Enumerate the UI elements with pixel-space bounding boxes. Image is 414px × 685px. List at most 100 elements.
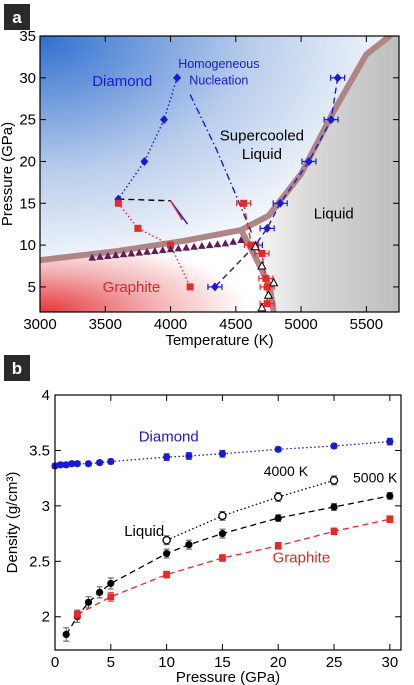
graphite-point bbox=[167, 241, 175, 249]
data-point bbox=[330, 527, 338, 535]
region-label: Graphite bbox=[103, 279, 161, 296]
x-tick-label: 10 bbox=[158, 654, 175, 671]
diamond-region bbox=[40, 36, 390, 261]
guide-line bbox=[118, 198, 171, 202]
data-point bbox=[218, 511, 227, 521]
phase-background bbox=[40, 36, 399, 312]
x-axis-label-a: Temperature (K) bbox=[165, 332, 273, 349]
data-point bbox=[56, 461, 65, 469]
diamond-point bbox=[333, 73, 342, 83]
x-tick-label: 25 bbox=[326, 654, 343, 671]
data-point bbox=[185, 452, 193, 460]
open-triangle-point bbox=[257, 260, 267, 270]
data-point bbox=[185, 541, 193, 549]
liquid-region bbox=[241, 36, 399, 312]
region-label: Liquid bbox=[242, 146, 282, 163]
y-tick-label: 2 bbox=[42, 609, 50, 626]
data-point bbox=[219, 554, 226, 562]
graphite-point bbox=[114, 199, 122, 207]
x-tick-label: 5500 bbox=[350, 316, 383, 333]
graphite-point bbox=[258, 249, 266, 257]
y-tick-label: 10 bbox=[19, 237, 36, 254]
data-point bbox=[218, 529, 227, 538]
y-axis-label-b: Density (g/cm³) bbox=[4, 472, 21, 574]
triangle-point bbox=[166, 245, 175, 253]
data-point bbox=[386, 515, 394, 523]
guide-line bbox=[169, 200, 183, 221]
series-line bbox=[65, 495, 390, 635]
triangle-point bbox=[198, 241, 206, 249]
triangle-point bbox=[205, 241, 214, 249]
triangle-point bbox=[229, 237, 238, 245]
triangle-point bbox=[190, 242, 198, 250]
x-tick-label: 5000 bbox=[284, 316, 317, 333]
axes-frame bbox=[39, 35, 400, 313]
panel-b-letter: b bbox=[12, 359, 22, 378]
triangle-point bbox=[111, 251, 120, 259]
triangle-point bbox=[158, 246, 167, 254]
data-point bbox=[73, 460, 81, 468]
diamond-point bbox=[276, 198, 285, 208]
axes-a: 3000 3500 4000 4500 5000 5500 5 10 15 20 25 30 35 bbox=[19, 28, 400, 333]
graphite-point bbox=[247, 241, 255, 249]
triangle-point bbox=[151, 246, 159, 254]
axes-b: 0 5 10 15 20 25 30 2 2.5 3 3.5 4 bbox=[29, 387, 402, 671]
x-tick-label: 3000 bbox=[23, 316, 56, 333]
panel-b-label: b bbox=[4, 355, 30, 381]
plot-area-b: Diamond 4000 K 5000 K Liquid Graphite bbox=[51, 429, 398, 642]
data-point bbox=[107, 457, 115, 466]
data-point bbox=[330, 442, 338, 450]
open-triangle-point bbox=[257, 302, 267, 312]
region-label: Diamond bbox=[92, 73, 152, 90]
diamond-point bbox=[263, 223, 272, 233]
y-tick-label: 5 bbox=[28, 279, 36, 296]
triangle-point bbox=[96, 252, 104, 260]
x-tick-label: 0 bbox=[51, 654, 59, 671]
data-point bbox=[330, 503, 338, 511]
data-point bbox=[274, 542, 282, 550]
triangle-point bbox=[237, 236, 245, 244]
region-label: Nucleation bbox=[189, 74, 248, 88]
data-point bbox=[107, 579, 115, 588]
x-tick-label: 30 bbox=[381, 654, 398, 671]
triangle-point bbox=[135, 248, 144, 256]
region-label: Supercooled bbox=[220, 128, 304, 145]
series-annotation: 4000 K bbox=[264, 463, 309, 479]
data-point bbox=[84, 460, 93, 468]
x-tick-label: 5 bbox=[107, 654, 115, 671]
y-tick-label: 35 bbox=[19, 28, 36, 45]
diamond-point bbox=[304, 156, 313, 166]
guide-line bbox=[117, 77, 178, 200]
triangle-point bbox=[104, 251, 112, 259]
x-tick-label: 4500 bbox=[219, 316, 252, 333]
data-point bbox=[162, 535, 171, 545]
data-point bbox=[68, 460, 76, 468]
y-tick-label: 4 bbox=[42, 387, 50, 404]
triangle-point bbox=[174, 244, 183, 252]
y-tick-label: 2.5 bbox=[29, 553, 50, 570]
data-point bbox=[96, 588, 104, 596]
panel-a-letter: a bbox=[12, 8, 22, 27]
data-point bbox=[163, 571, 171, 579]
axes-frame bbox=[54, 394, 402, 651]
graphite-point bbox=[134, 224, 142, 232]
x-tick-label: 15 bbox=[214, 654, 231, 671]
series-annotation: Liquid bbox=[124, 523, 164, 540]
data-point bbox=[273, 492, 283, 502]
x-tick-label: 20 bbox=[270, 654, 287, 671]
data-point bbox=[218, 450, 227, 458]
panel-b: b Diamond 4000 K 5000 K Liquid Graphite 0 5 10… bbox=[4, 355, 402, 685]
y-tick-label: 20 bbox=[19, 153, 36, 170]
data-point bbox=[274, 445, 282, 453]
y-axis-label-a: Pressure (GPa) bbox=[0, 122, 16, 226]
series-line bbox=[166, 479, 335, 541]
series-annotation: 5000 K bbox=[353, 470, 398, 486]
graphite-region bbox=[40, 230, 274, 312]
data-point bbox=[163, 453, 171, 461]
guide-line bbox=[189, 94, 253, 233]
triangle-point bbox=[88, 253, 97, 261]
data-point bbox=[96, 459, 104, 467]
region-label: Liquid bbox=[314, 205, 354, 222]
panel-a: a Diamond Homogeneous Nucleation Supercoole… bbox=[0, 4, 400, 349]
